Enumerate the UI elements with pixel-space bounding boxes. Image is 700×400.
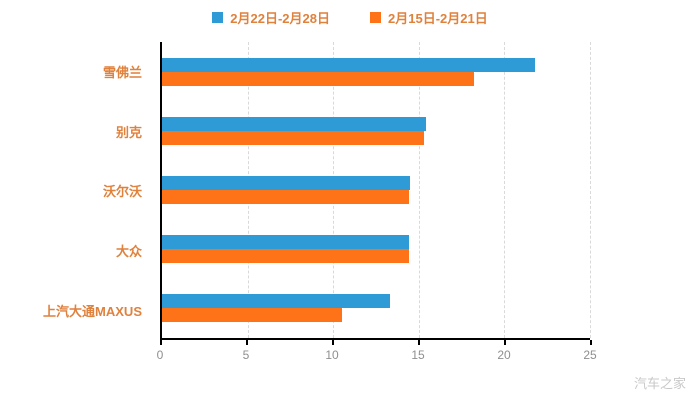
category-labels: 雪佛兰别克沃尔沃大众上汽大通MAXUS (0, 42, 152, 340)
legend-item: 2月15日-2月21日 (370, 8, 488, 27)
category-label: 别克 (115, 124, 142, 140)
bar-group (162, 101, 590, 160)
legend-item: 2月22日-2月28日 (212, 8, 330, 27)
category-label: 沃尔沃 (102, 184, 142, 200)
bar (162, 235, 409, 250)
axis-tick-label: 5 (242, 348, 250, 362)
axis-tick-label: 20 (497, 348, 511, 362)
bar (162, 116, 426, 131)
legend-label: 2月22日-2月28日 (230, 11, 330, 26)
category-label: 雪佛兰 (102, 65, 142, 81)
axis-tick (504, 340, 506, 345)
bar-group (162, 220, 590, 279)
axis-tick (332, 340, 334, 345)
bar (162, 176, 411, 190)
legend-label: 2月15日-2月21日 (388, 11, 488, 26)
bar (162, 308, 342, 323)
plot-area (160, 42, 591, 340)
bar-group (162, 160, 590, 219)
category-label: 上汽大通MAXUS (43, 303, 142, 319)
axis-tick (246, 340, 248, 345)
gridline (590, 42, 591, 338)
rows-layer (162, 42, 590, 338)
bar (162, 57, 536, 72)
axis-tick-label: 15 (411, 348, 425, 362)
legend-swatch (212, 12, 224, 23)
category-label: 大众 (115, 244, 142, 260)
axis-tick-label: 0 (156, 348, 164, 362)
axis-tick (590, 340, 592, 345)
bar-group (162, 279, 590, 338)
gridline (504, 42, 506, 338)
bar (162, 190, 409, 204)
gridline (418, 42, 420, 338)
axis-tick (160, 340, 162, 345)
axis-tick (418, 340, 420, 345)
bar-group (162, 42, 590, 101)
bar (162, 294, 390, 309)
bar (162, 71, 474, 86)
axis-tick-label: 10 (325, 348, 339, 362)
legend-swatch (370, 12, 381, 23)
legend: 2月22日-2月28日 2月15日-2月21日 (0, 8, 700, 27)
bar (162, 249, 409, 264)
bar (162, 130, 424, 145)
axis-tick-label: 25 (583, 348, 597, 362)
watermark: 汽车之家 (633, 376, 686, 391)
